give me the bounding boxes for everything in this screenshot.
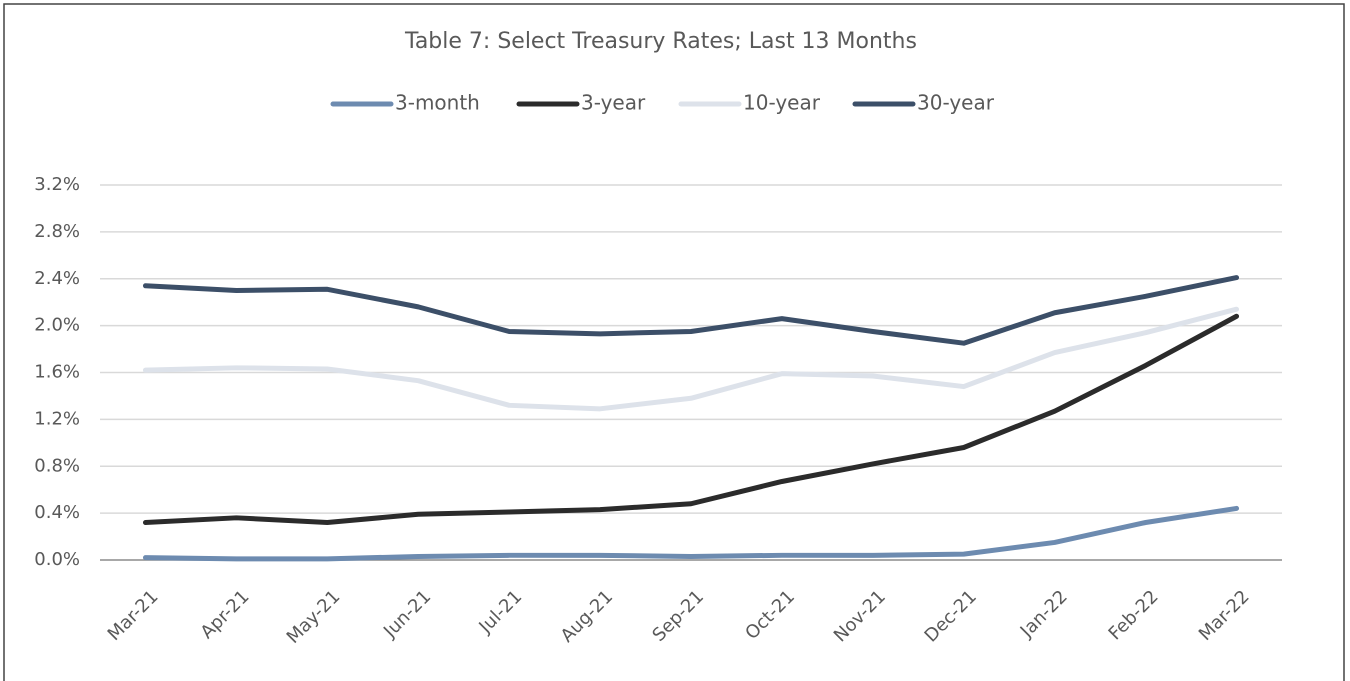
- x-tick-label: Jan-22: [1016, 586, 1072, 642]
- x-tick-label: May-21: [283, 586, 345, 648]
- x-tick-label: Jun-21: [379, 586, 435, 642]
- legend-label: 30-year: [917, 91, 995, 115]
- y-tick-label: 0.8%: [34, 455, 80, 476]
- y-tick-label: 2.8%: [34, 221, 80, 242]
- series-line: [142, 306, 1240, 412]
- x-tick-label: Aug-21: [557, 586, 617, 646]
- x-tick-label: Dec-21: [921, 586, 981, 646]
- x-tick-label: Apr-21: [197, 586, 254, 643]
- y-tick-label: 1.2%: [34, 408, 80, 429]
- y-tick-label: 1.6%: [34, 362, 80, 383]
- series-line: [142, 275, 1240, 346]
- x-tick-label: Mar-22: [1195, 586, 1254, 645]
- y-tick-label: 3.2%: [34, 174, 80, 195]
- y-tick-label: 2.4%: [34, 268, 80, 289]
- legend-label: 10-year: [743, 91, 821, 115]
- x-tick-label: Oct-21: [741, 586, 799, 644]
- legend-label: 3-month: [395, 91, 480, 115]
- chart-title: Table 7: Select Treasury Rates; Last 13 …: [404, 29, 917, 54]
- series-line: [142, 505, 1240, 562]
- x-tick-label: Mar-21: [104, 586, 163, 645]
- x-tick-label: Feb-22: [1105, 586, 1163, 644]
- series-line: [142, 313, 1240, 525]
- legend-label: 3-year: [581, 91, 646, 115]
- y-tick-label: 2.0%: [34, 315, 80, 336]
- y-tick-label: 0.4%: [34, 502, 80, 523]
- frame: [3, 3, 1345, 681]
- x-tick-label: Nov-21: [830, 586, 890, 646]
- x-tick-label: Sep-21: [648, 586, 708, 646]
- y-tick-label: 0.0%: [34, 549, 80, 570]
- x-tick-label: Jul-21: [475, 586, 527, 638]
